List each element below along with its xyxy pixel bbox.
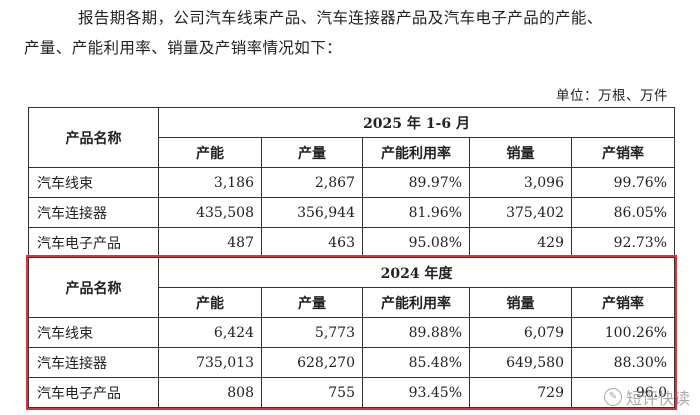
product-name: 汽车连接器: [28, 347, 159, 378]
cell-sell-through: 88.30%: [570, 347, 676, 378]
col-utilization: 产能利用率: [362, 137, 470, 168]
cell-sell-through: 92.73%: [570, 227, 676, 258]
unit-label: 单位：万根、万件: [556, 88, 668, 104]
cell-output: 755: [261, 377, 363, 408]
col-output: 产量: [261, 287, 363, 318]
cell-sell-through: 100.26%: [570, 317, 676, 348]
cell-output: 2,867: [261, 167, 363, 198]
cell-sales: 6,079: [469, 317, 572, 348]
capacity-table-2025h1: 产品名称 2025 年 1-6 月 产能 产量 产能利用率 销量 产销率 汽车线…: [28, 107, 676, 258]
table-row: 汽车电子产品 487 463 95.08% 429 92.73%: [28, 227, 676, 258]
product-name: 汽车线束: [28, 167, 159, 198]
product-name-header: 产品名称: [28, 107, 159, 168]
product-name-header: 产品名称: [28, 257, 159, 318]
col-capacity: 产能: [158, 287, 262, 318]
cell-utilization: 81.96%: [362, 197, 470, 228]
intro-line-2: 产量、产能利用率、销量及产销率情况如下：: [24, 39, 343, 57]
cell-capacity: 435,508: [158, 197, 262, 228]
table-row: 汽车线束 6,424 5,773 89.88% 6,079 100.26%: [28, 317, 676, 348]
watermark: ✎ 短评快读: [603, 385, 690, 409]
cell-output: 356,944: [261, 197, 363, 228]
period-header: 2025 年 1-6 月: [157, 107, 676, 138]
watermark-logo-icon: ✎: [603, 388, 622, 406]
col-sales: 销量: [469, 287, 572, 318]
col-sell-through: 产销率: [570, 137, 676, 168]
product-name: 汽车连接器: [28, 197, 159, 228]
col-sell-through: 产销率: [570, 287, 676, 318]
cell-capacity: 3,186: [158, 167, 262, 198]
col-utilization: 产能利用率: [362, 287, 470, 318]
cell-sales: 729: [469, 377, 572, 408]
intro-line-1: 报告期各期，公司汽车线束产品、汽车连接器产品及汽车电子产品的产能、: [78, 9, 603, 27]
cell-sales: 649,580: [469, 347, 572, 378]
cell-utilization: 95.08%: [362, 227, 470, 258]
cell-sales: 429: [469, 227, 572, 258]
product-name: 汽车电子产品: [28, 227, 159, 258]
cell-utilization: 93.45%: [362, 377, 470, 408]
cell-sales: 375,402: [469, 197, 572, 228]
product-name: 汽车线束: [28, 317, 159, 348]
table-row: 汽车连接器 435,508 356,944 81.96% 375,402 86.…: [28, 197, 676, 228]
col-capacity: 产能: [158, 137, 262, 168]
cell-output: 628,270: [261, 347, 363, 378]
cell-capacity: 6,424: [158, 317, 262, 348]
cell-capacity: 735,013: [158, 347, 262, 378]
col-sales: 销量: [469, 137, 572, 168]
period-header: 2024 年度: [157, 257, 676, 288]
cell-capacity: 487: [158, 227, 262, 258]
cell-sales: 3,096: [469, 167, 572, 198]
product-name: 汽车电子产品: [28, 377, 159, 408]
watermark-text: 短评快读: [625, 389, 690, 408]
cell-utilization: 89.88%: [362, 317, 470, 348]
intro-paragraph: 报告期各期，公司汽车线束产品、汽车连接器产品及汽车电子产品的产能、 产量、产能利…: [24, 3, 684, 63]
cell-sell-through: 99.76%: [570, 167, 676, 198]
table-row: 汽车电子产品 808 755 93.45% 729 96.0: [28, 377, 676, 408]
table-row: 汽车连接器 735,013 628,270 85.48% 649,580 88.…: [28, 347, 676, 378]
cell-sell-through: 86.05%: [570, 197, 676, 228]
cell-capacity: 808: [158, 377, 262, 408]
col-output: 产量: [261, 137, 363, 168]
cell-utilization: 85.48%: [362, 347, 470, 378]
table-row: 汽车线束 3,186 2,867 89.97% 3,096 99.76%: [28, 167, 676, 198]
cell-output: 5,773: [261, 317, 363, 348]
cell-sell-through: 96.0: [570, 377, 676, 408]
cell-utilization: 89.97%: [362, 167, 470, 198]
capacity-table-2024: 产品名称 2024 年度 产能 产量 产能利用率 销量 产销率 汽车线束 6,4…: [25, 255, 678, 410]
cell-output: 463: [261, 227, 363, 258]
